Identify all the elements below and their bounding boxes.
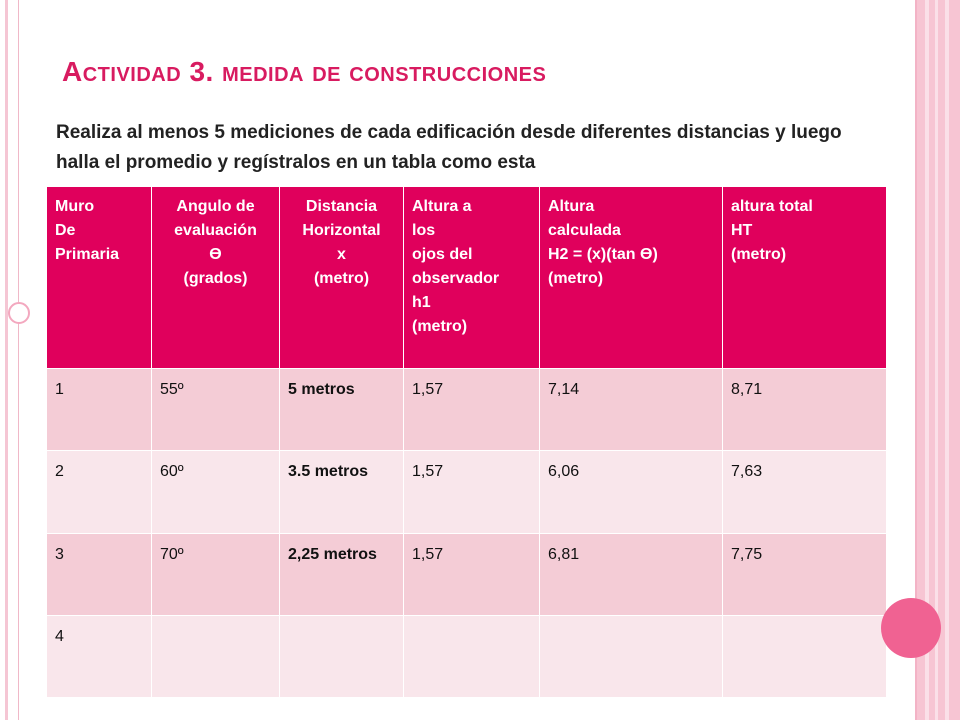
table-row: 2 60º 3.5 metros 1,57 6,06 7,63	[46, 450, 887, 534]
cell-wall: 1	[46, 367, 152, 452]
cell-distance: 5 metros	[279, 367, 404, 452]
cell-calculated-height: 7,14	[539, 367, 723, 452]
cell-distance: 3.5 metros	[279, 450, 404, 534]
cell-angle: 60º	[151, 450, 280, 534]
stripe	[925, 0, 929, 720]
cell-eye-height	[403, 614, 540, 699]
cell-eye-height: 1,57	[403, 532, 540, 616]
header-wall: Muro De Primaria	[46, 186, 152, 369]
cell-total-height: 7,75	[722, 532, 887, 616]
table-row: 3 70º 2,25 metros 1,57 6,81 7,75	[46, 532, 887, 616]
table-row: 1 55º 5 metros 1,57 7,14 8,71	[46, 367, 887, 452]
stripe	[935, 0, 938, 720]
header-angle: Angulo de evaluación Ɵ (grados)	[151, 186, 280, 369]
cell-eye-height: 1,57	[403, 450, 540, 534]
measurements-table: Muro De Primaria Angulo de evaluación Ɵ …	[46, 186, 887, 699]
cell-wall: 3	[46, 532, 152, 616]
table-row: 4	[46, 614, 887, 699]
right-stripes-decoration	[917, 0, 960, 720]
slide-title: Actividad 3. medida de construcciones	[62, 56, 547, 87]
cell-wall: 2	[46, 450, 152, 534]
right-border-line	[915, 0, 917, 720]
cell-angle: 70º	[151, 532, 280, 616]
cell-wall: 4	[46, 614, 152, 699]
cell-calculated-height: 6,81	[539, 532, 723, 616]
cell-distance	[279, 614, 404, 699]
table-header-row: Muro De Primaria Angulo de evaluación Ɵ …	[46, 186, 887, 369]
left-border-decoration	[0, 0, 19, 720]
header-calculated-height: Altura calculada H2 = (x)(tan Ɵ) (metro)	[539, 186, 723, 369]
cell-calculated-height	[539, 614, 723, 699]
cell-angle	[151, 614, 280, 699]
cell-total-height	[722, 614, 887, 699]
header-total-height: altura total HT (metro)	[722, 186, 887, 369]
decorative-circle-filled	[881, 598, 941, 658]
cell-eye-height: 1,57	[403, 367, 540, 452]
instruction-text: Realiza al menos 5 mediciones de cada ed…	[56, 122, 842, 173]
decorative-circle-outline	[8, 302, 30, 324]
cell-calculated-height: 6,06	[539, 450, 723, 534]
cell-distance: 2,25 metros	[279, 532, 404, 616]
header-distance: Distancia Horizontal x (metro)	[279, 186, 404, 369]
cell-angle: 55º	[151, 367, 280, 452]
cell-total-height: 7,63	[722, 450, 887, 534]
header-eye-height: Altura a los ojos del observador h1 (met…	[403, 186, 540, 369]
cell-total-height: 8,71	[722, 367, 887, 452]
stripe	[945, 0, 949, 720]
